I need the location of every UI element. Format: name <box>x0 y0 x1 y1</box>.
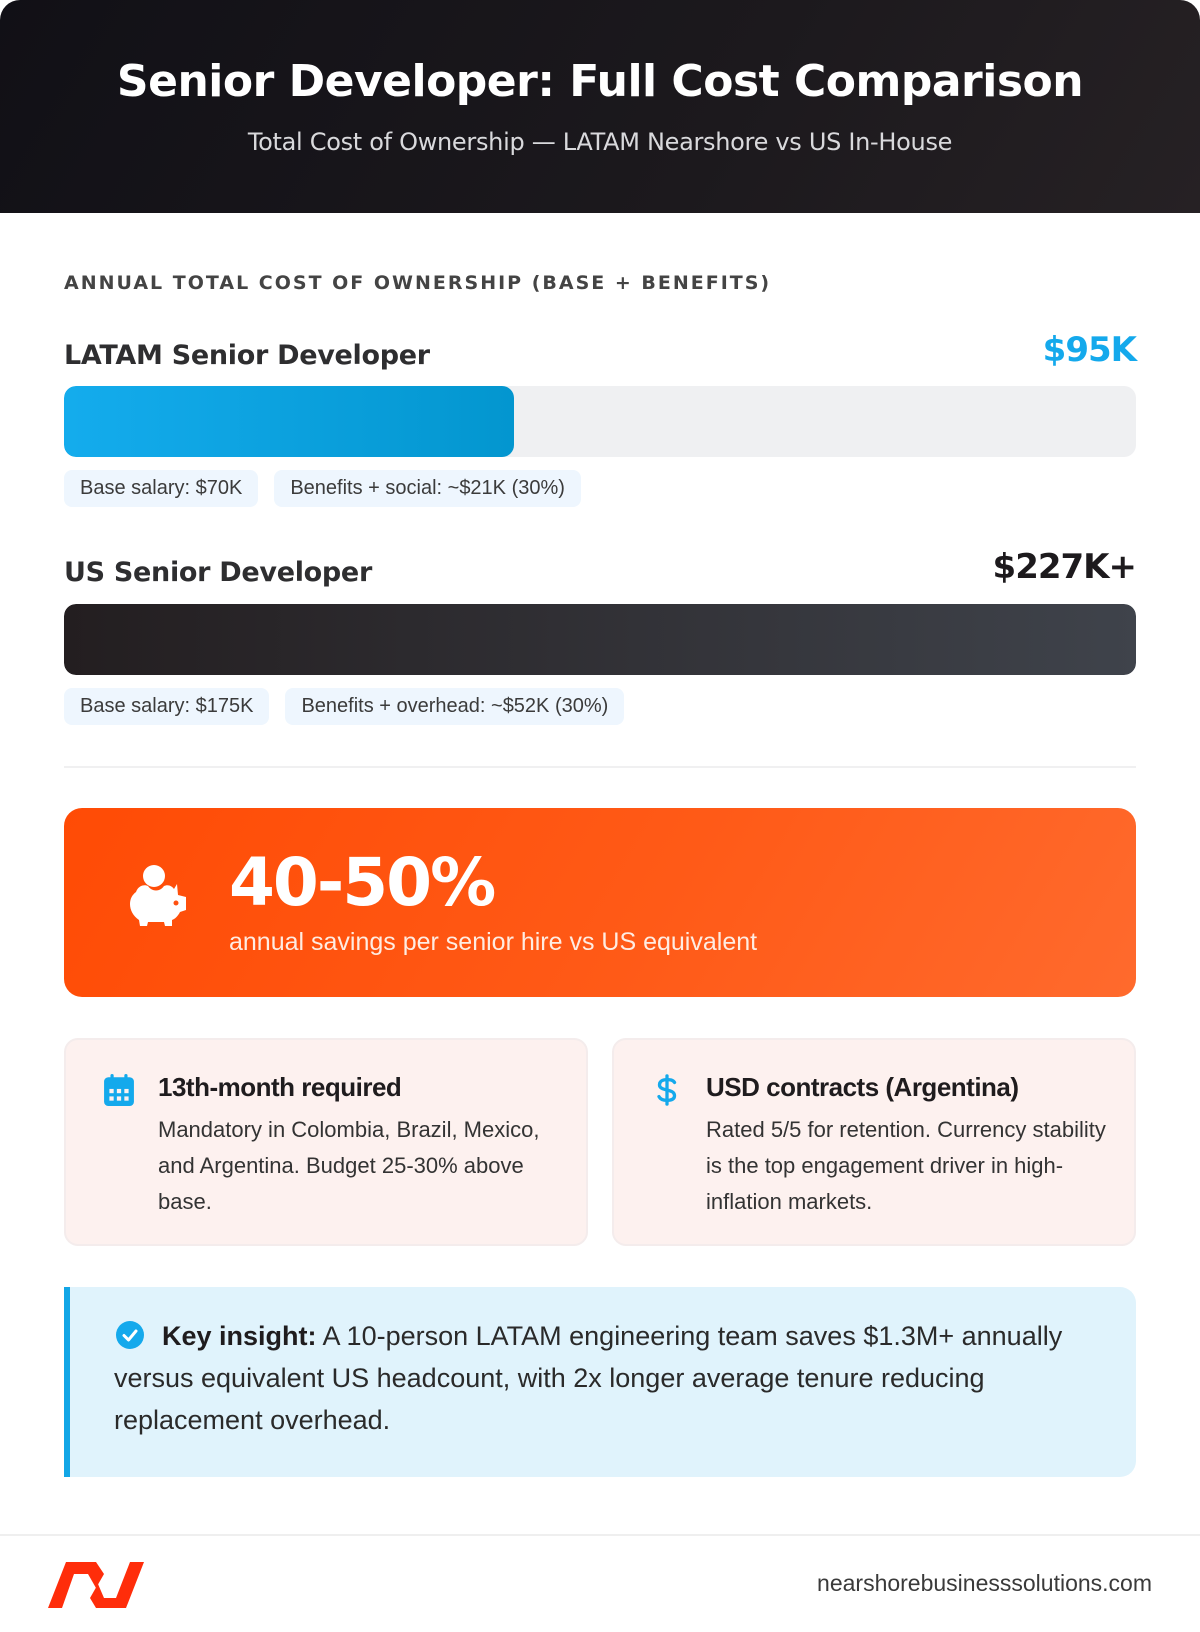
page-title: Senior Developer: Full Cost Comparison <box>116 56 1084 107</box>
latam-chips: Base salary: $70K Benefits + social: ~$2… <box>64 470 581 507</box>
dollar-icon <box>657 1074 677 1106</box>
footer-url[interactable]: nearshorebusinesssolutions.com <box>817 1570 1152 1596</box>
savings-subtext: annual savings per senior hire vs US equ… <box>229 928 758 956</box>
calendar-icon <box>104 1074 134 1106</box>
us-bar-track <box>64 604 1136 675</box>
header: Senior Developer: Full Cost Comparison T… <box>0 0 1200 213</box>
card-body: Rated 5/5 for retention. Currency stabil… <box>706 1117 1106 1214</box>
savings-banner: 40-50% annual savings per senior hire vs… <box>64 808 1136 997</box>
nearshore-logo <box>48 1562 144 1608</box>
latam-bar-fill <box>64 386 515 457</box>
section-label: ANNUAL TOTAL COST OF OWNERSHIP (BASE + B… <box>64 272 772 294</box>
card-title: 13th-month required <box>158 1072 402 1102</box>
latam-benefits-chip: Benefits + social: ~$21K (30%) <box>274 470 581 507</box>
piggy-bank-icon <box>130 865 186 926</box>
section-divider <box>64 766 1136 768</box>
insight-text: A 10-person LATAM engineering team saves… <box>114 1321 1063 1435</box>
insight-text-block: Key insight: A 10-person LATAM engineeri… <box>114 1315 1104 1441</box>
card-body: Mandatory in Colombia, Brazil, Mexico, a… <box>158 1117 540 1214</box>
latam-row-value: $95K <box>1042 330 1137 370</box>
footer-divider <box>0 1534 1200 1536</box>
latam-row-title: LATAM Senior Developer <box>64 340 430 371</box>
us-benefits-chip: Benefits + overhead: ~$52K (30%) <box>285 688 625 725</box>
us-bar-fill <box>64 604 1136 675</box>
info-card-usd-contracts: USD contracts (Argentina) Rated 5/5 for … <box>612 1038 1136 1246</box>
us-row-value: $227K+ <box>992 547 1137 587</box>
page-subtitle: Total Cost of Ownership — LATAM Nearshor… <box>247 128 953 156</box>
us-base-chip: Base salary: $175K <box>64 688 270 725</box>
check-circle-icon <box>116 1321 144 1349</box>
info-card-13th-month: 13th-month required Mandatory in Colombi… <box>64 1038 588 1246</box>
us-row-title: US Senior Developer <box>64 557 372 588</box>
card-title: USD contracts (Argentina) <box>706 1072 1019 1102</box>
latam-bar-track <box>64 386 1136 457</box>
us-chips: Base salary: $175K Benefits + overhead: … <box>64 688 625 725</box>
savings-headline: 40-50% <box>229 844 496 921</box>
latam-base-chip: Base salary: $70K <box>64 470 259 507</box>
key-insight-box: Key insight: A 10-person LATAM engineeri… <box>64 1287 1136 1477</box>
insight-label: Key insight: <box>162 1321 317 1351</box>
